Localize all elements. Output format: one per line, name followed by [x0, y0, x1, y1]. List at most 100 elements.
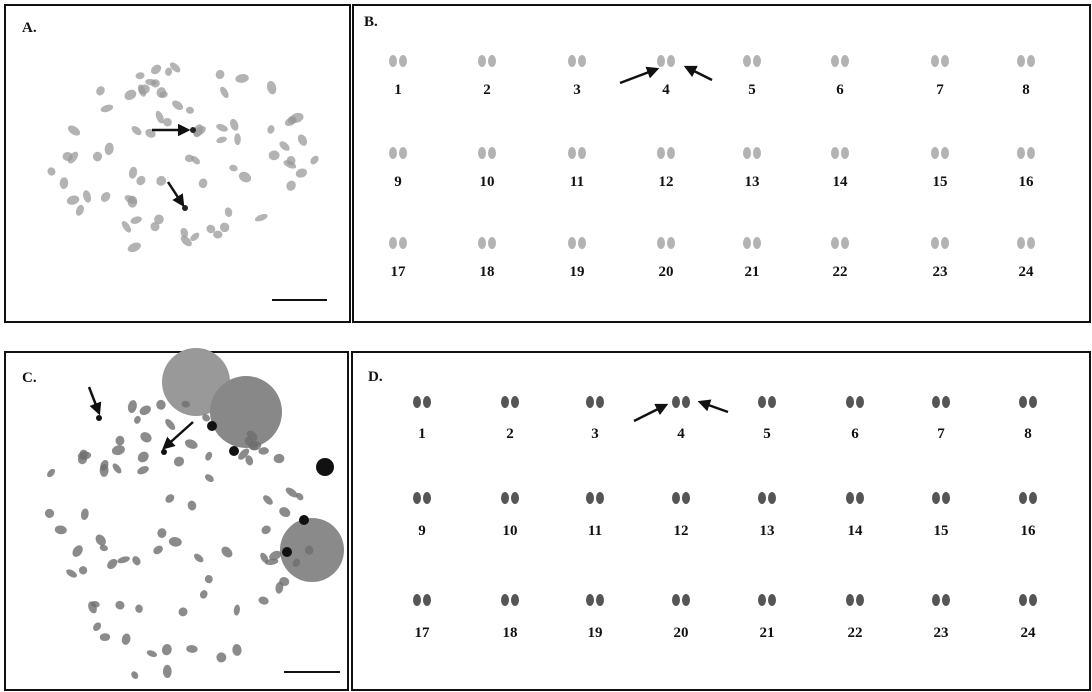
panel-label: D. — [368, 369, 383, 385]
chromosome — [1019, 492, 1027, 504]
panel-label: C. — [22, 370, 37, 386]
chromosome — [942, 396, 950, 408]
karyotype-number: 5 — [748, 82, 756, 98]
chromosome — [1029, 396, 1037, 408]
karyotype-number: 19 — [588, 625, 603, 641]
chromosome — [389, 55, 397, 67]
chromosome — [753, 55, 761, 67]
chromosome — [1029, 492, 1037, 504]
chromosome — [768, 492, 776, 504]
karyotype-number: 5 — [763, 426, 771, 442]
chromosome — [753, 237, 761, 249]
chromosome — [578, 237, 586, 249]
chromosome — [1017, 55, 1025, 67]
chromosome — [831, 147, 839, 159]
panel-label: A. — [22, 20, 37, 36]
chromosome — [846, 492, 854, 504]
karyotype-number: 4 — [677, 426, 685, 442]
karyotype-number: 11 — [588, 523, 602, 539]
chromosome — [586, 396, 594, 408]
chromosome — [423, 396, 431, 408]
signal — [190, 127, 196, 133]
karyotype-number: 10 — [480, 174, 495, 190]
panel-b — [353, 5, 1090, 322]
karyotype-number: 22 — [833, 264, 848, 280]
karyotype-number: 11 — [570, 174, 584, 190]
chromosome — [682, 594, 690, 606]
chromosome — [478, 55, 486, 67]
chromosome — [163, 665, 172, 678]
chromosome — [768, 594, 776, 606]
chromosome — [856, 396, 864, 408]
karyotype-number: 20 — [659, 264, 674, 280]
chromosome — [841, 147, 849, 159]
chromosome — [568, 237, 576, 249]
chromosome — [667, 55, 675, 67]
signal — [299, 515, 309, 525]
chromosome — [478, 147, 486, 159]
chromosome — [841, 55, 849, 67]
karyotype-number: 23 — [934, 625, 949, 641]
chromosome — [423, 594, 431, 606]
karyotype-number: 13 — [760, 523, 775, 539]
chromosome — [941, 147, 949, 159]
figure: 123456789101112131415161718192021222324 … — [0, 0, 1092, 692]
panel-a — [5, 5, 350, 322]
chromosome — [1027, 147, 1035, 159]
chromosome — [586, 492, 594, 504]
karyotype-number: 17 — [415, 625, 431, 641]
karyotype-number: 13 — [745, 174, 760, 190]
chromosome — [682, 492, 690, 504]
chromosome — [596, 396, 604, 408]
chromosome — [568, 147, 576, 159]
chromosome — [596, 594, 604, 606]
signal — [282, 547, 292, 557]
panel-label: B. — [364, 14, 378, 30]
chromosome — [831, 237, 839, 249]
chromosome — [389, 237, 397, 249]
signal — [229, 446, 239, 456]
signal — [96, 415, 102, 421]
chromosome — [932, 492, 940, 504]
karyotype-number: 19 — [570, 264, 585, 280]
chromosome — [846, 396, 854, 408]
panel-d — [352, 352, 1090, 690]
chromosome — [399, 237, 407, 249]
chromosome — [672, 594, 680, 606]
karyotype-number: 15 — [933, 174, 948, 190]
chromosome — [743, 237, 751, 249]
chromosome — [568, 55, 576, 67]
chromosome — [488, 147, 496, 159]
chromosome — [399, 147, 407, 159]
chromosome — [942, 594, 950, 606]
chromosome — [941, 237, 949, 249]
chromosome — [931, 147, 939, 159]
karyotype-number: 3 — [591, 426, 599, 442]
chromosome — [511, 492, 519, 504]
karyotype-number: 23 — [933, 264, 948, 280]
chromosome — [501, 492, 509, 504]
chromosome — [501, 594, 509, 606]
chromosome — [846, 594, 854, 606]
karyotype-number: 6 — [851, 426, 859, 442]
chromosome — [931, 55, 939, 67]
chromosome — [399, 55, 407, 67]
chromosome — [1017, 147, 1025, 159]
chromosome — [1017, 237, 1025, 249]
chromosome — [586, 594, 594, 606]
karyotype-number: 17 — [391, 264, 407, 280]
karyotype-number: 21 — [745, 264, 760, 280]
karyotype-number: 9 — [394, 174, 402, 190]
chromosome — [1027, 55, 1035, 67]
karyotype-number: 16 — [1019, 174, 1035, 190]
chromosome — [511, 396, 519, 408]
chromosome — [413, 492, 421, 504]
karyotype-number: 7 — [937, 426, 945, 442]
chromosome — [578, 55, 586, 67]
karyotype-number: 9 — [418, 523, 426, 539]
karyotype-number: 7 — [936, 82, 944, 98]
chromosome — [657, 147, 665, 159]
chromosome — [1019, 594, 1027, 606]
signal — [161, 449, 167, 455]
karyotype-number: 2 — [506, 426, 514, 442]
